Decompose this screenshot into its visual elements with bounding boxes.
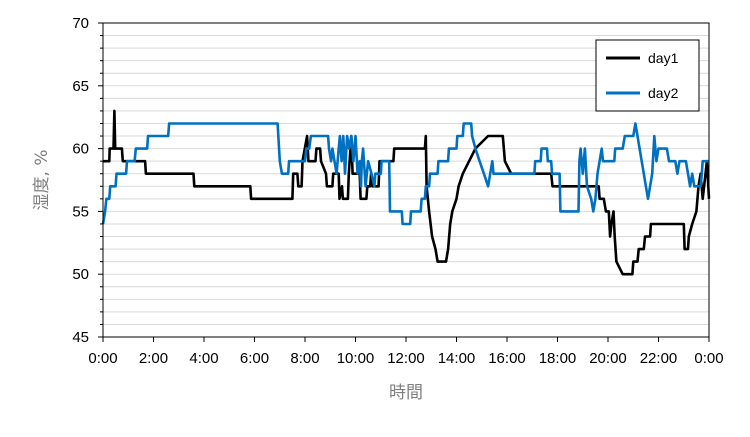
x-tick-label: 12:00 (387, 350, 425, 367)
y-tick-label: 50 (72, 266, 89, 283)
x-tick-label: 6:00 (240, 350, 269, 367)
legend-box (595, 39, 700, 112)
legend-label-day2: day2 (648, 85, 679, 101)
y-tick-label: 60 (72, 141, 89, 158)
x-tick-label: 22:00 (640, 350, 678, 367)
x-tick-label: 14:00 (438, 350, 476, 367)
y-tick-label: 55 (72, 203, 89, 220)
x-tick-labels: 0:00 2:00 4:00 6:00 8:00 10:00 12:00 14:00 16:00… (88, 350, 723, 367)
y-tick-label: 45 (72, 329, 89, 346)
series-lines (101, 109, 711, 276)
legend: day1 day2 (595, 39, 700, 112)
x-tick-label: 8:00 (290, 350, 319, 367)
y-tick-label: 65 (72, 78, 89, 95)
x-tick-label: 0:00 (694, 350, 723, 367)
x-tick-label: 18:00 (539, 350, 577, 367)
y-tick-label: 70 (72, 15, 89, 32)
y-tick-labels: 45 50 55 60 65 70 (72, 15, 89, 346)
x-tick-label: 10:00 (337, 350, 375, 367)
x-tick-label: 4:00 (189, 350, 218, 367)
y-axis-title: 湿度, % (32, 150, 52, 211)
x-tick-label: 20:00 (589, 350, 627, 367)
series-line-day1 (103, 109, 711, 276)
axes (98, 22, 710, 342)
x-tick-label: 2:00 (139, 350, 168, 367)
x-tick-label: 0:00 (88, 350, 117, 367)
x-axis-title: 時間 (389, 383, 423, 403)
series-line-day2 (101, 122, 709, 226)
x-tick-label: 16:00 (488, 350, 526, 367)
legend-label-day1: day1 (648, 50, 679, 66)
